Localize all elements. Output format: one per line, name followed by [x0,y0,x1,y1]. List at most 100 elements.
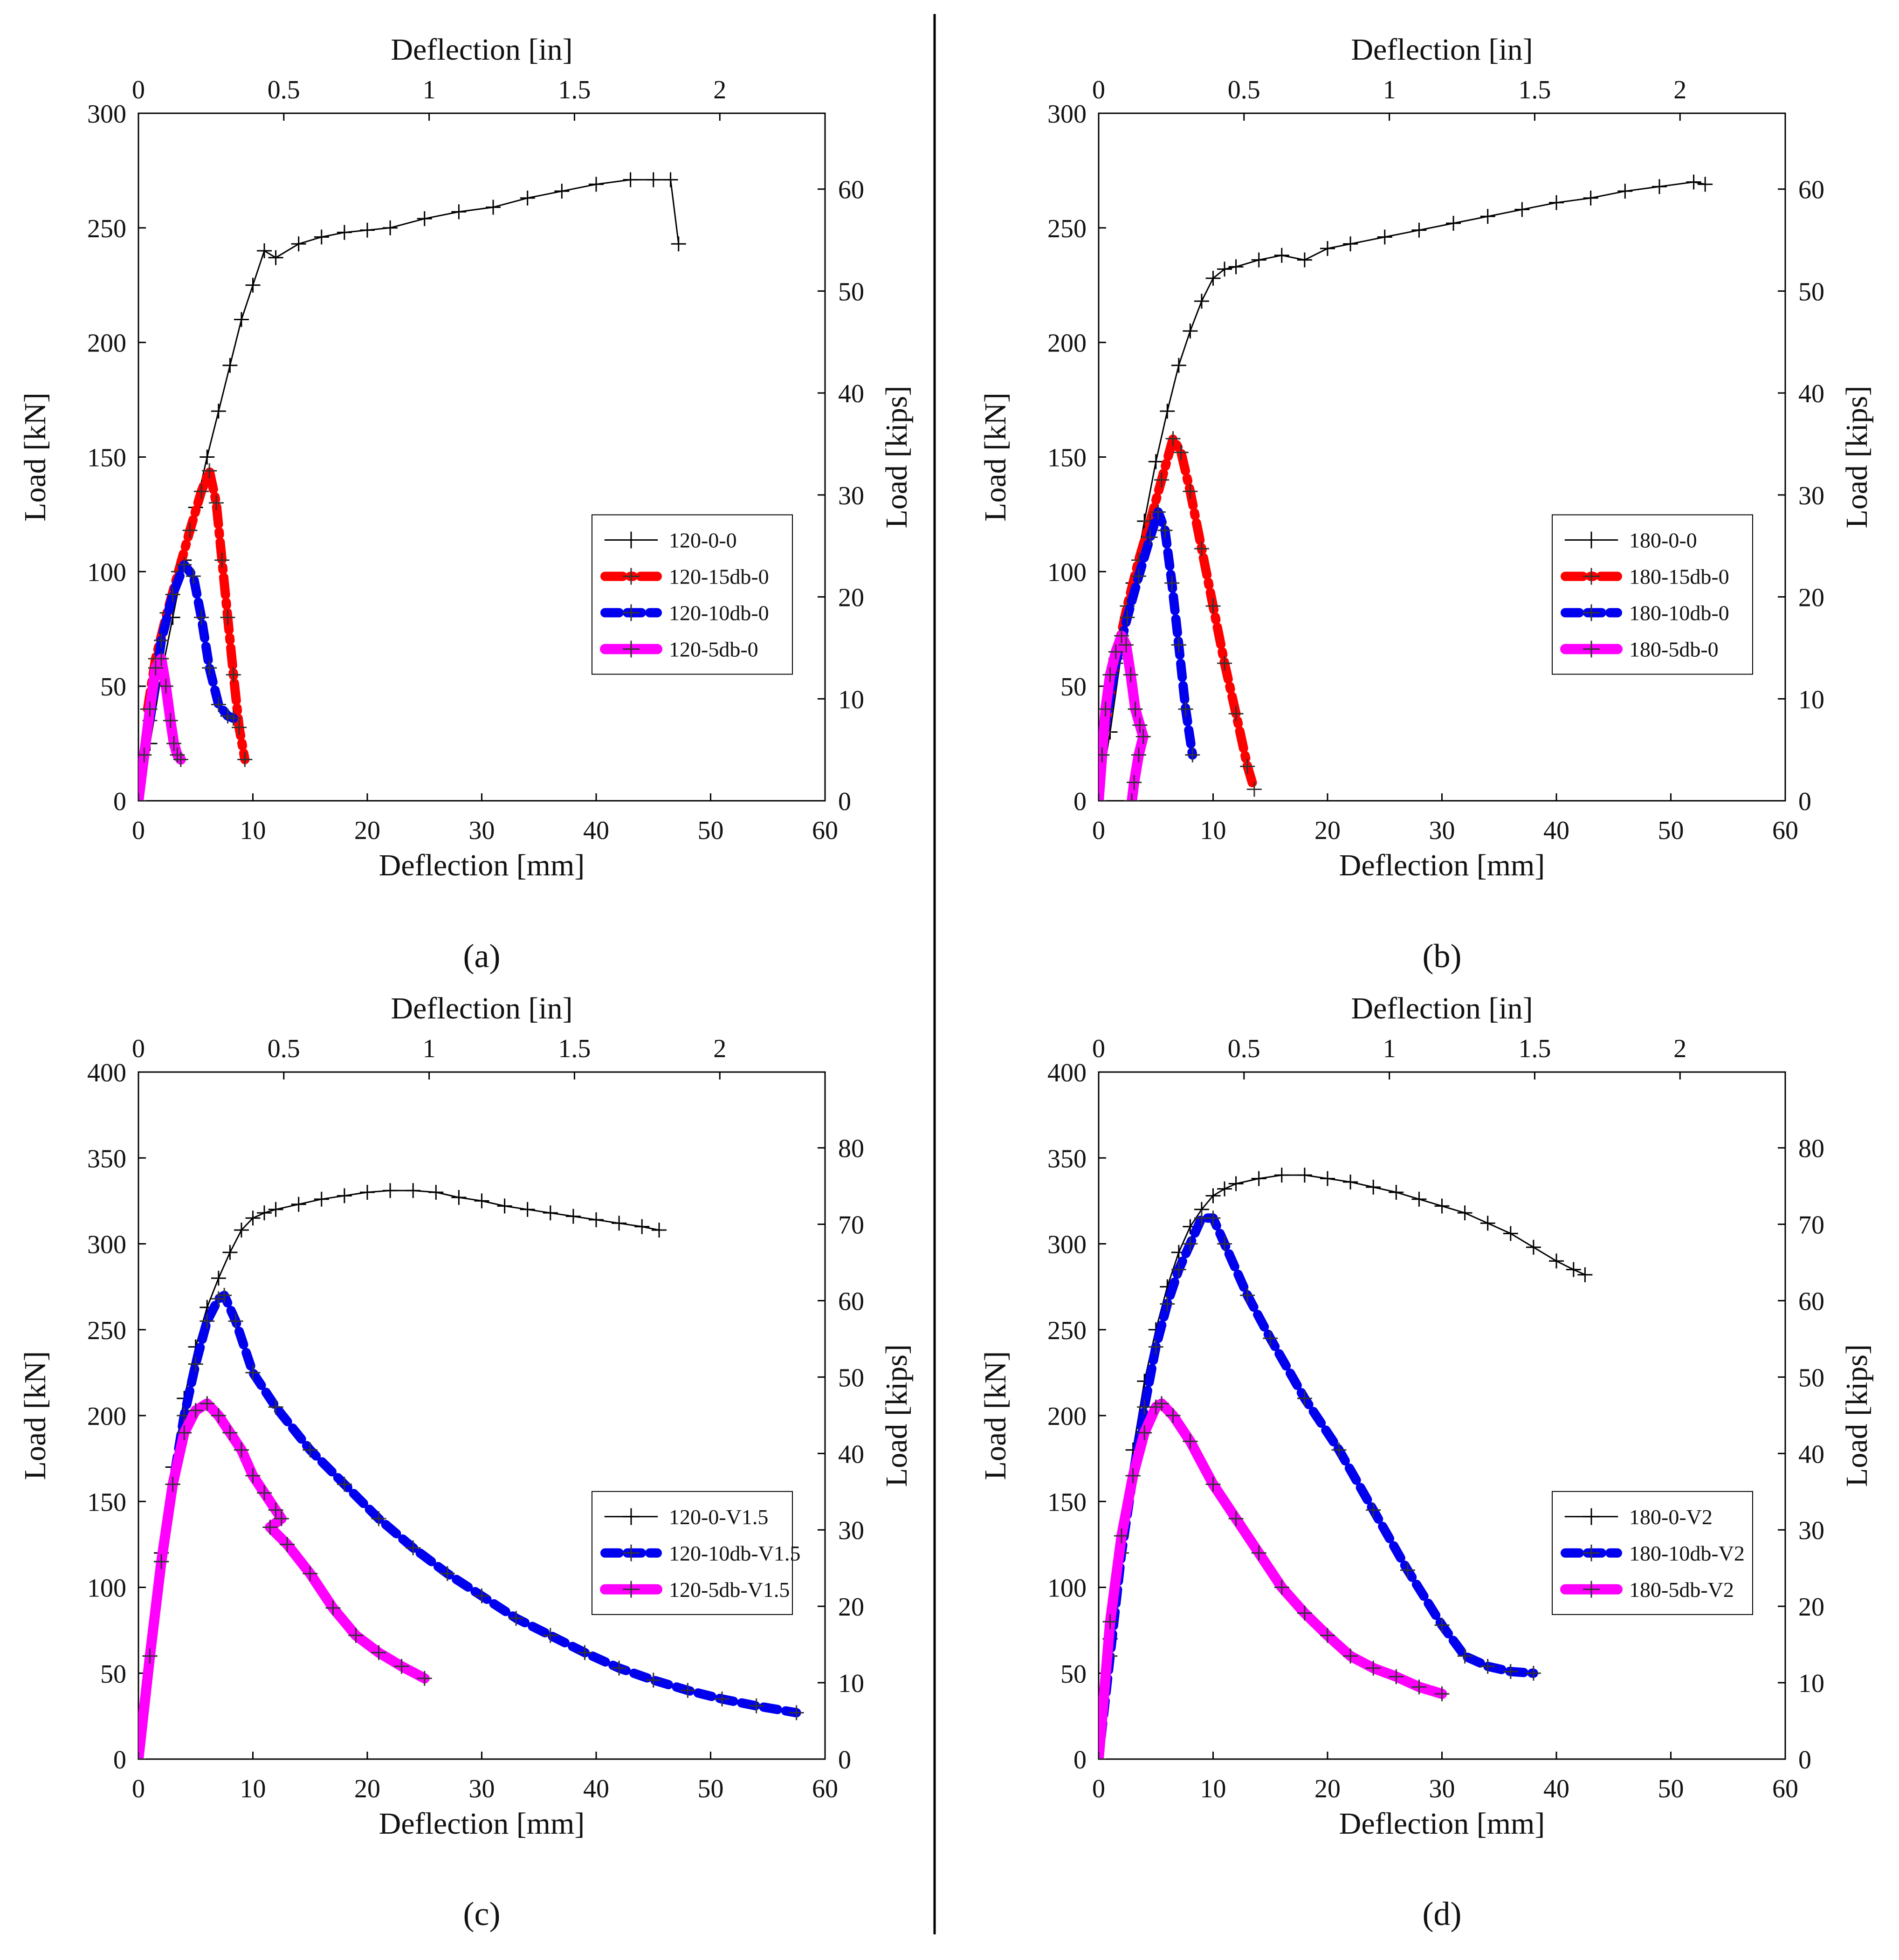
data-point [1240,759,1255,774]
y2-tick-label: 80 [838,1135,864,1163]
data-point [509,1610,524,1626]
data-point [671,236,686,252]
y-tick-label: 400 [1047,1059,1087,1087]
x2-tick-label: 1 [423,1034,436,1063]
y-tick-label: 100 [1047,1574,1087,1603]
data-point [337,1188,352,1204]
data-point [262,1520,278,1535]
data-point [1434,1617,1450,1633]
legend-label: 120-0-V1.5 [669,1505,768,1529]
x-tick-label: 60 [1772,816,1798,845]
data-point [577,1645,592,1660]
legend-marker [623,1581,640,1598]
y2-tick-label: 50 [1798,1363,1824,1392]
x-tick-label: 10 [1200,816,1226,845]
data-point [1171,637,1186,653]
data-point [1114,1528,1129,1543]
data-point [1549,195,1564,210]
y2-tick-label: 20 [838,584,864,612]
data-point [1118,637,1134,653]
x-tick-label: 50 [1658,816,1684,845]
data-point [1154,1396,1170,1411]
data-point [194,610,209,625]
panel-label: (c) [463,1895,501,1932]
y-tick-label: 50 [1060,1660,1087,1689]
data-point [208,495,224,510]
data-point [406,1540,421,1555]
data-point [1228,706,1244,722]
series-180-0-V2 [1099,1168,1593,1759]
x2-tick-label: 2 [713,1034,726,1063]
legend-label: 180-5db-0 [1629,638,1719,661]
x2-tick-label: 1.5 [1518,1034,1551,1063]
data-point [1194,294,1209,309]
data-point [1246,782,1262,797]
data-point [1108,644,1123,660]
data-point [165,1477,180,1492]
x-tick-label: 20 [1314,816,1341,845]
series-180-10db-V2 [1099,1210,1541,1759]
x-tick-label: 40 [583,1774,609,1803]
data-point [1165,1408,1181,1423]
data-point [474,1193,489,1209]
legend: 180-0-0 180-15db-0 180-10db-0 180-5db-0 [1552,514,1753,675]
data-point [1154,472,1170,488]
y2-tick-label: 20 [838,1593,864,1622]
y2-tick-label: 70 [1798,1211,1824,1240]
series-120-5db-V1.5 [138,1396,432,1759]
y2-tick-label: 50 [838,277,864,306]
data-point [646,172,661,187]
data-point [417,211,432,227]
y-tick-label: 150 [1047,444,1087,473]
data-point [1157,523,1173,538]
y-tick-label: 350 [87,1144,126,1173]
data-point [1320,1171,1335,1186]
data-point [1131,747,1146,763]
series-180-5db-V2 [1099,1396,1450,1759]
series-180-5db-0 [1099,628,1151,801]
data-point [1183,1236,1198,1252]
y2-tick-label: 30 [838,1516,864,1545]
data-point [589,1212,604,1227]
data-point [200,1314,215,1329]
data-point [520,1202,535,1217]
x-axis-title: Deflection [mm] [1339,848,1545,882]
data-point [245,1468,261,1483]
data-point [217,1288,232,1303]
x2-tick-label: 0.5 [268,1034,300,1063]
y2-tick-label: 60 [1798,1287,1824,1316]
data-point [789,1705,804,1720]
y-tick-label: 100 [1047,558,1087,587]
data-point [1185,747,1200,763]
data-point [280,1537,295,1552]
legend-label: 180-0-V2 [1629,1505,1713,1529]
data-point [1566,1262,1581,1277]
data-point [1514,202,1530,217]
x-tick-label: 60 [1772,1774,1798,1803]
panel-label: (a) [463,937,501,975]
data-point [1123,667,1138,682]
x2-tick-label: 1 [423,76,436,104]
x-tick-label: 20 [354,1774,380,1803]
data-point [1217,1236,1232,1252]
y-tick-label: 150 [87,444,126,473]
x-tick-label: 30 [1429,1774,1455,1803]
data-point [663,172,678,187]
y2-tick-label: 0 [838,787,851,816]
legend-marker [623,568,640,585]
data-point [245,1365,261,1380]
data-point [1217,261,1232,277]
data-point [1128,701,1143,717]
data-point [1480,209,1495,224]
x2-tick-label: 0.5 [268,76,300,104]
legend-marker [623,604,640,621]
x-tick-label: 50 [1658,1774,1684,1803]
x2-tick-label: 0.5 [1228,1034,1260,1063]
x-tick-label: 10 [1200,1774,1226,1803]
x-tick-label: 60 [812,1774,838,1803]
data-point [371,1645,386,1660]
data-point [1343,236,1358,252]
data-point [1583,190,1598,206]
